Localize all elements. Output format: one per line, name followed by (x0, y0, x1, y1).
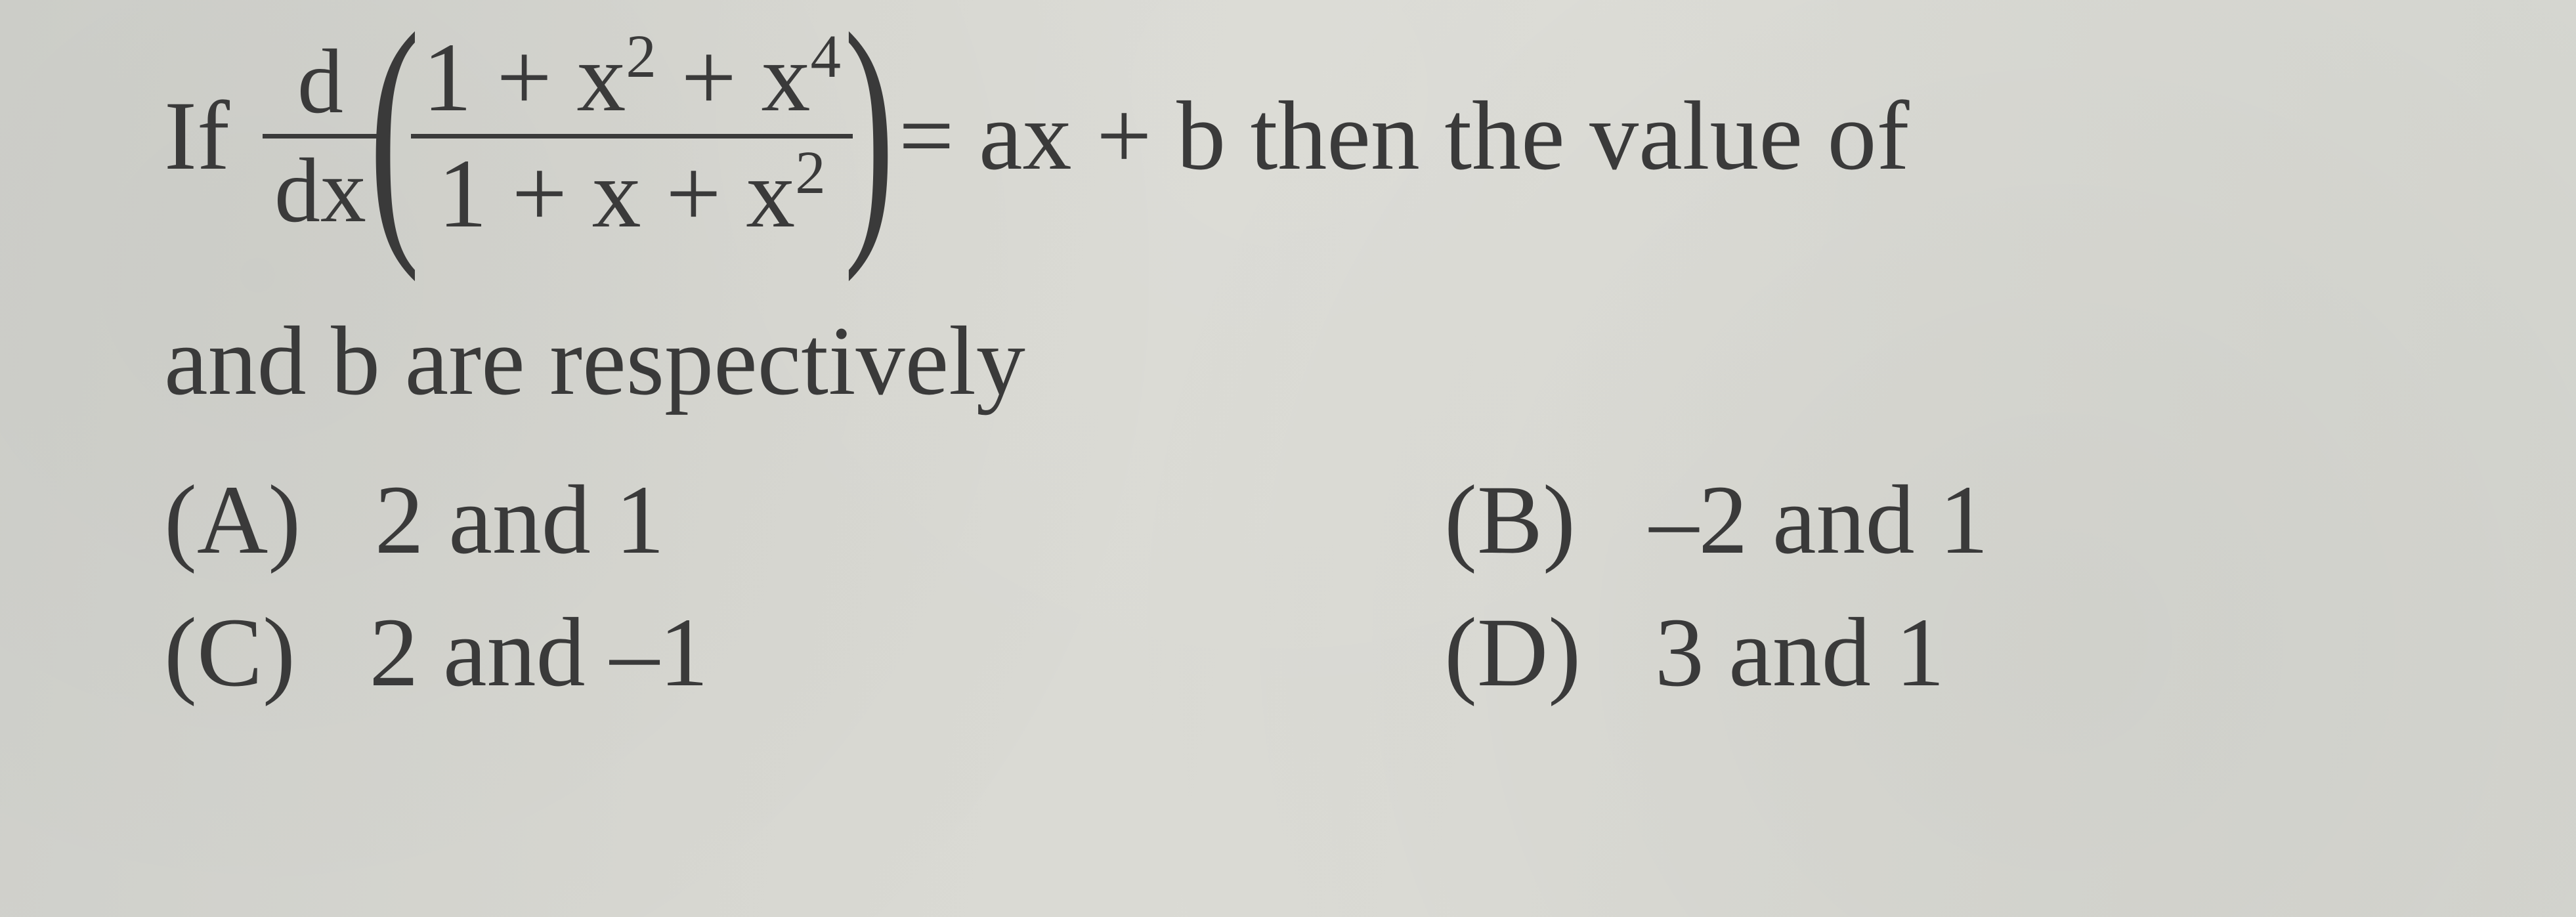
options-grid: (A) 2 and 1 (B) –2 and 1 (C) 2 and –1 (D… (164, 463, 2478, 709)
num-exp1: 2 (626, 23, 656, 91)
den-exp1: 2 (795, 139, 826, 207)
question-tail: and b are respectively (164, 305, 2478, 417)
inner-numerator: 1 + x2 + x4 (411, 26, 853, 130)
equation-line: If d dx ( 1 + x2 + x4 1 + x + x2 ) = ax … (164, 26, 2478, 245)
equation-rhs: = ax + b then the value of (899, 87, 1910, 185)
option-label: (C) (164, 598, 295, 707)
frac-bar (411, 134, 853, 139)
inner-denominator: 1 + x + x2 (426, 142, 838, 246)
question-block: If d dx ( 1 + x2 + x4 1 + x + x2 ) = ax … (0, 0, 2576, 917)
num-plus: + x (656, 23, 811, 132)
den-term1: 1 + x + x (438, 139, 795, 248)
frac-bar (263, 134, 378, 139)
deriv-num: d (286, 33, 355, 130)
option-d[interactable]: (D) 3 and 1 (1444, 596, 2478, 709)
right-paren: ) (844, 26, 894, 233)
num-term1: 1 + x (423, 23, 626, 132)
left-paren: ( (369, 26, 419, 233)
option-label: (D) (1444, 598, 1581, 707)
option-c[interactable]: (C) 2 and –1 (164, 596, 1444, 709)
option-text: 2 and 1 (375, 465, 665, 574)
option-text: 3 and 1 (1655, 598, 1945, 707)
rational-expression: 1 + x2 + x4 1 + x + x2 (411, 26, 853, 245)
option-label: (B) (1444, 465, 1576, 574)
lead-word: If (164, 87, 230, 185)
num-exp2: 4 (811, 23, 842, 91)
deriv-den: dx (263, 142, 378, 239)
option-label: (A) (164, 465, 301, 574)
option-text: –2 and 1 (1649, 465, 1988, 574)
option-a[interactable]: (A) 2 and 1 (164, 463, 1444, 576)
derivative-operator: d dx (263, 33, 378, 239)
option-text: 2 and –1 (369, 598, 708, 707)
option-b[interactable]: (B) –2 and 1 (1444, 463, 2478, 576)
